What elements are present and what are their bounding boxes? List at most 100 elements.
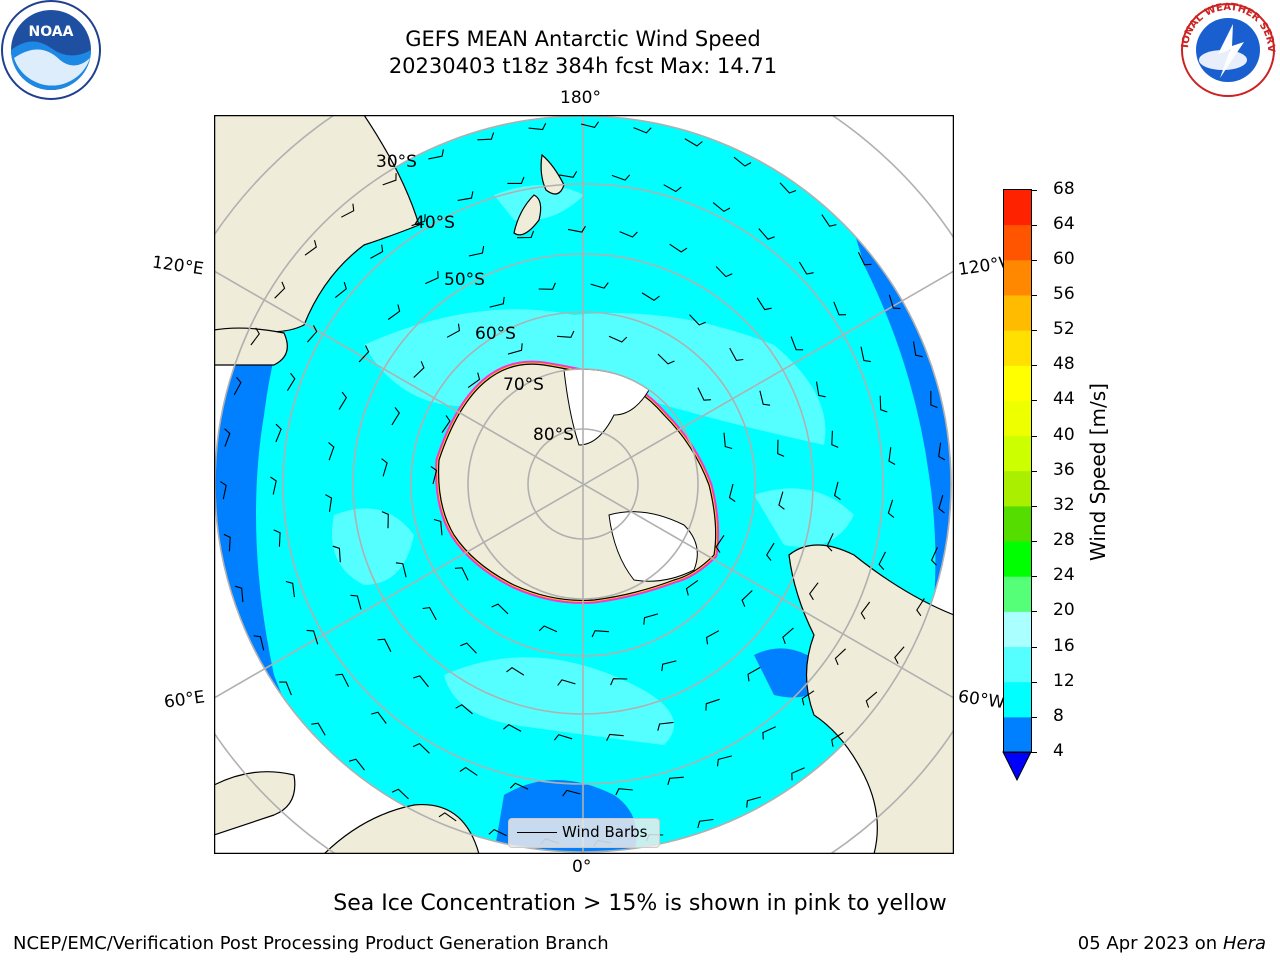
wind-barb [538, 625, 558, 633]
wind-barb [590, 282, 609, 289]
chart-title-line2: 20230403 t18z 384h fcst Max: 14.71 [388, 54, 778, 78]
colorbar-tick [1031, 435, 1037, 437]
wind-barb [860, 346, 871, 363]
colorbar-tick [1031, 681, 1037, 683]
wind-barb [370, 244, 384, 259]
wind-barb [509, 782, 529, 790]
wind-barb [833, 301, 847, 316]
colorbar-tick [1031, 470, 1037, 472]
wind-barb [833, 481, 841, 501]
wind-barb [341, 203, 355, 218]
wind-barb [412, 742, 430, 754]
wind-barb [507, 176, 525, 184]
colorbar-block [1003, 224, 1032, 261]
wind-barb [381, 511, 389, 529]
wind-barb [747, 666, 761, 682]
colorbar-tick [1031, 576, 1037, 578]
lon-label-0: 0° [572, 857, 592, 877]
colorbar-label: Wind Speed [m/s] [1086, 383, 1110, 561]
colorbar-block [1003, 541, 1032, 577]
wind-barb-legend-line [517, 832, 557, 833]
wind-barb [608, 335, 628, 343]
wind-barb [391, 788, 409, 800]
wind-barb [821, 214, 837, 227]
wind-barb [728, 483, 736, 503]
colorbar-tick-label: 4 [1053, 741, 1064, 761]
wind-barb [669, 243, 688, 253]
wind-barb [274, 281, 286, 299]
wind-barb [233, 376, 242, 396]
wind-barb [801, 690, 815, 706]
wind-barb [619, 231, 638, 238]
wind-barb [489, 296, 505, 308]
footer-credit: NCEP/EMC/Verification Post Processing Pr… [13, 933, 609, 954]
wind-barb [460, 642, 477, 654]
wind-barb [350, 594, 362, 610]
footer-date: 05 Apr 2023 on Hera [1078, 933, 1266, 954]
wind-barb [506, 667, 525, 676]
colorbar-block [1003, 716, 1032, 753]
wind-barb [580, 121, 600, 129]
wind-barb [556, 330, 575, 338]
colorbar-tick [1031, 224, 1037, 226]
colorbar-block [1003, 611, 1032, 648]
polar-map [214, 115, 954, 854]
wind-barb [798, 261, 814, 275]
noaa-logo: NOAA [1, 0, 101, 100]
wind-barb-legend-label: Wind Barbs [562, 823, 648, 841]
colorbar-block [1003, 505, 1032, 542]
wind-barb [306, 325, 318, 343]
wind-barb [697, 387, 712, 401]
wind-barb [224, 428, 231, 447]
wind-barb [741, 590, 753, 607]
colorbar-block [1003, 470, 1032, 507]
colorbar-tick-label: 56 [1053, 283, 1075, 304]
svg-text:NOAA: NOAA [29, 24, 74, 40]
colorbar-block [1003, 681, 1032, 718]
colorbar-block [1003, 646, 1032, 683]
colorbar-tick [1031, 294, 1037, 296]
wind-barb [425, 270, 439, 285]
wind-barb [334, 281, 347, 299]
wind-barb [879, 395, 888, 413]
wind-barb [328, 442, 335, 461]
wind-barb [395, 562, 407, 578]
wind-barb [663, 184, 682, 193]
wind-barb [517, 230, 535, 239]
wind-barb [912, 341, 923, 358]
colorbar-tick-label: 36 [1053, 459, 1075, 480]
wind-barb [778, 491, 785, 510]
wind-barb [311, 722, 326, 736]
wind-barb [270, 476, 277, 495]
wind-barb [705, 698, 720, 711]
wind-barb [697, 818, 714, 829]
wind-barb [762, 726, 776, 740]
colorbar-extend-arrow [1002, 751, 1032, 782]
wind-barb [413, 361, 425, 378]
wind-barb [790, 336, 804, 351]
wind-barb [454, 567, 469, 581]
wind-barb [815, 381, 826, 398]
colorbar-block [1003, 294, 1032, 331]
wind-barb [684, 138, 703, 147]
wind-barb [413, 675, 429, 688]
colorbar-block [1003, 435, 1032, 472]
wind-barb [657, 353, 675, 365]
wind-barb [438, 812, 457, 822]
colorbar-tick-label: 64 [1053, 213, 1075, 234]
wind-barb [733, 156, 752, 167]
wind-barb [567, 225, 586, 233]
wind-barb [468, 246, 485, 257]
wind-barb [916, 598, 925, 617]
wind-barb [758, 228, 775, 240]
colorbar-block [1003, 189, 1032, 226]
wind-barb [930, 547, 938, 566]
colorbar [1002, 189, 1032, 782]
footer-host: Hera [1222, 933, 1266, 954]
wind-barb [791, 767, 805, 781]
wind-barb [306, 629, 319, 645]
wind-barb [865, 691, 878, 708]
wind-barb [381, 458, 388, 477]
wind-barb [559, 171, 578, 178]
wind-barb [377, 638, 392, 652]
